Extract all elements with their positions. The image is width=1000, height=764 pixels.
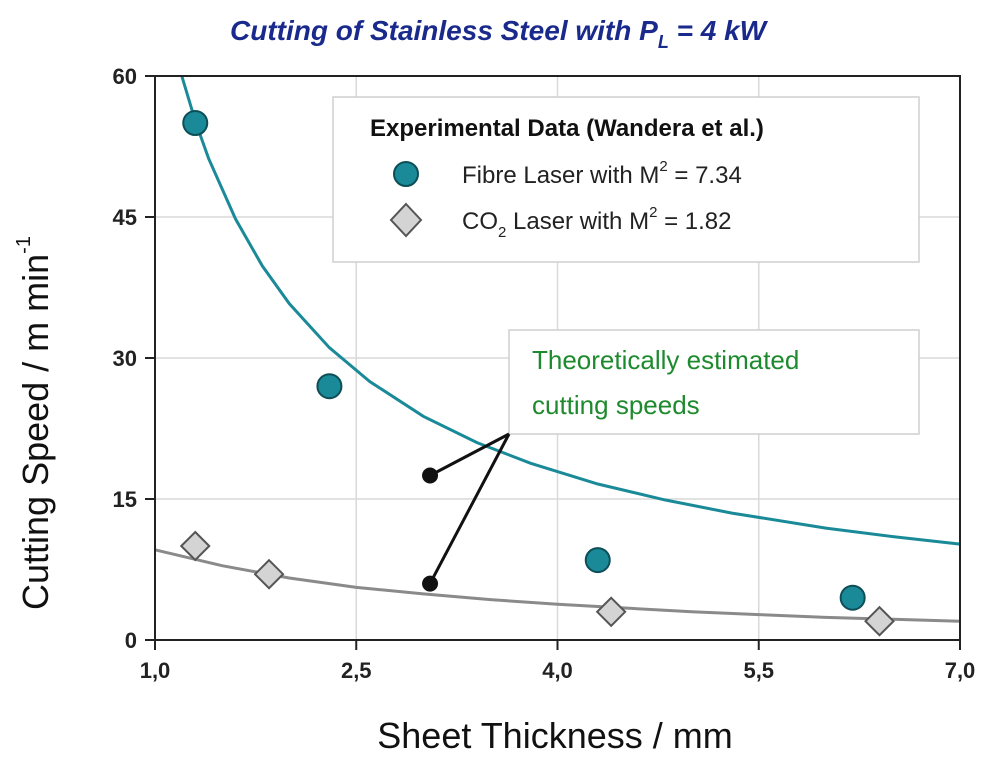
annotation: Theoretically estimated cutting speeds — [422, 329, 920, 592]
annotation-pointer-line — [429, 432, 510, 477]
annotation-pointer-line — [428, 433, 511, 585]
co2-data-point — [179, 530, 211, 562]
x-tick-label: 4,0 — [542, 658, 573, 683]
legend-box — [332, 96, 920, 263]
fibre-data-point — [316, 373, 343, 400]
curves — [154, 75, 961, 623]
annotation-pointer-dot — [422, 575, 439, 592]
x-tick-label: 2,5 — [341, 658, 372, 683]
y-tick-label: 15 — [113, 487, 137, 512]
co2-data-point — [864, 605, 895, 637]
co2-data-point — [253, 558, 285, 590]
fibre-theory-curve — [180, 75, 961, 546]
annotation-line-2: cutting speeds — [532, 390, 700, 420]
fibre-data-point — [182, 110, 209, 136]
co2-theory-curve — [154, 548, 961, 623]
x-tick-label: 7,0 — [945, 658, 976, 683]
y-tick-label: 30 — [113, 346, 137, 371]
annotation-line-1: Theoretically estimated — [532, 345, 799, 375]
legend-title: Experimental Data (Wandera et al.) — [370, 115, 764, 142]
fibre-data-point — [839, 584, 866, 611]
x-tick-label: 5,5 — [743, 658, 774, 683]
legend: Experimental Data (Wandera et al.) Fibre… — [332, 96, 920, 263]
annotation-pointer-dot — [422, 467, 439, 484]
chart-title: Cutting of Stainless Steel with PL = 4 k… — [230, 15, 769, 52]
annotation-pointers — [422, 432, 511, 592]
y-tick-label: 60 — [113, 64, 137, 89]
legend-entry-co2: CO2 Laser with M2 = 1.82 — [462, 204, 731, 241]
legend-marker-co2 — [389, 202, 423, 238]
fibre-data-point — [584, 547, 611, 574]
co2-data-point — [595, 596, 627, 628]
x-axis-label: Sheet Thickness / mm — [377, 715, 732, 756]
y-tick-label: 0 — [125, 628, 137, 653]
y-tick-label: 45 — [113, 205, 137, 230]
annotation-box — [508, 329, 920, 435]
data-points — [179, 110, 895, 637]
y-axis-label: Cutting Speed / m min-1 — [13, 236, 56, 610]
legend-marker-fibre — [393, 161, 419, 187]
x-tick-label: 1,0 — [140, 658, 171, 683]
legend-entry-fibre: Fibre Laser with M2 = 7.34 — [462, 158, 742, 189]
ticks: 1,0 2,5 4,0 5,5 7,0 0 15 30 45 60 — [113, 64, 976, 683]
